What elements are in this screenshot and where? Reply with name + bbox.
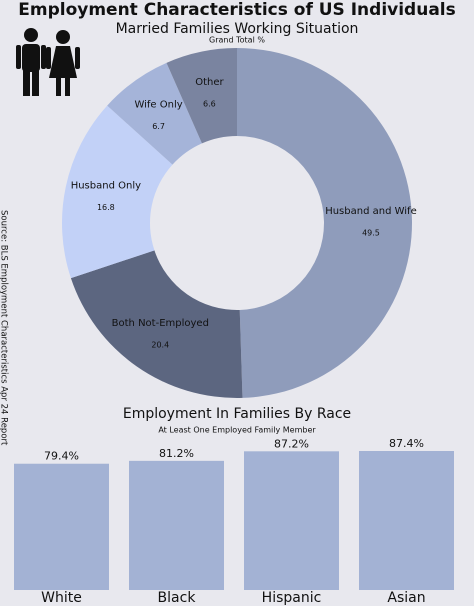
chart-subtitle: Grand Total %: [209, 36, 265, 45]
donut-slice: [70, 250, 243, 398]
source-note: Source: BLS Employment Characteristics A…: [0, 210, 9, 446]
bar-value-label: 87.2%: [274, 437, 309, 450]
bar-value-label: 81.2%: [159, 447, 194, 460]
slice-value: 20.4: [151, 340, 169, 349]
donut-slice: [166, 48, 237, 144]
chart-title: Married Families Working Situation: [116, 21, 359, 37]
slice-label: Husband Only: [71, 180, 141, 191]
slice-label: Both Not-Employed: [112, 318, 209, 329]
family-icon: [16, 28, 80, 96]
chart-subtitle: At Least One Employed Family Member: [158, 426, 316, 435]
x-tick-label: White: [41, 590, 82, 606]
slice-value: 6.6: [203, 99, 216, 108]
chart-title: Employment In Families By Race: [123, 406, 351, 422]
bar: [129, 460, 224, 590]
bar: [244, 451, 339, 590]
slice-label: Other: [195, 77, 224, 88]
slice-value: 49.5: [362, 228, 380, 237]
bar-value-label: 79.4%: [44, 450, 79, 463]
slice-value: 6.7: [152, 122, 165, 131]
donut-slice: [107, 62, 202, 165]
bar-value-label: 87.4%: [389, 437, 424, 450]
x-tick-label: Black: [158, 590, 197, 606]
x-tick-label: Asian: [387, 590, 425, 606]
slice-label: Wife Only: [134, 99, 182, 110]
donut-slice: [237, 47, 413, 398]
slice-value: 16.8: [97, 203, 115, 212]
bar: [359, 451, 454, 590]
bar: [14, 463, 109, 590]
slice-label: Husband and Wife: [325, 206, 417, 217]
x-tick-label: Hispanic: [262, 590, 322, 606]
donut-slice: [62, 105, 173, 279]
page-title: Employment Characteristics of US Individ…: [18, 0, 456, 20]
